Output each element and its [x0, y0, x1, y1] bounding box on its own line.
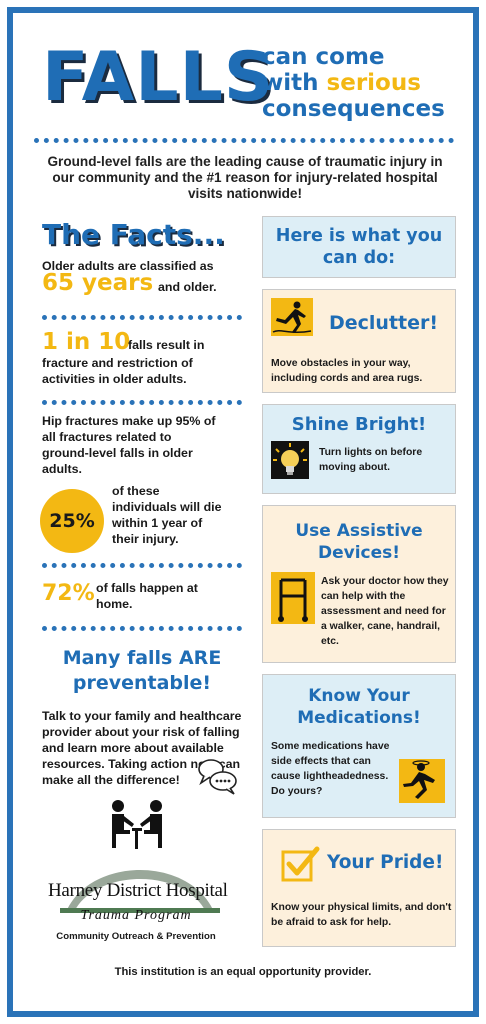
divider-fact4 — [42, 626, 242, 631]
panel-your-pride: Your Pride! Know your physical limits, a… — [262, 829, 456, 947]
panel-shine-bright: Shine Bright! Turn lights on before movi… — [262, 404, 456, 494]
pride-title: Your Pride! — [327, 852, 444, 873]
declutter-text: Move obstacles in your way, including co… — [271, 358, 423, 384]
panel-medications: Know Your Medications! Some medications … — [262, 674, 456, 818]
fact1-big: 65 years — [42, 270, 154, 296]
medications-text: Some medications have side effects that … — [271, 741, 390, 797]
dizzy-person-icon — [399, 759, 445, 803]
falls-title: FALLS — [42, 38, 274, 117]
light-bulb-icon — [271, 441, 309, 479]
tagline-with: with — [262, 70, 319, 96]
fact4-text: of falls happen at home. — [96, 581, 198, 611]
fact1-tail: and older. — [158, 280, 217, 294]
hospital-arch-logo — [60, 870, 220, 913]
panel-declutter: Declutter! Move obstacles in your way, i… — [262, 289, 456, 393]
trauma-program: Trauma Program — [80, 908, 192, 923]
pride-text: Know your physical limits, and don't be … — [271, 902, 452, 928]
facts-title: The Facts... — [42, 218, 225, 251]
shine-bright-text: Turn lights on before moving about. — [319, 447, 423, 473]
divider-header — [34, 138, 454, 143]
divider-fact1 — [42, 315, 242, 320]
preventable-text: Talk to your family and healthcare provi… — [42, 709, 242, 787]
divider-fact2 — [42, 400, 242, 405]
walker-icon — [271, 572, 315, 624]
intro-text: Ground-level falls are the leading cause… — [47, 154, 443, 201]
divider-fact3 — [42, 563, 242, 568]
tagline-line2: with serious — [262, 72, 421, 95]
conversation-icon — [198, 759, 237, 795]
medications-title: Know Your Medications! — [297, 686, 421, 728]
hospital-name: Harney District Hospital — [48, 880, 228, 901]
assistive-text: Ask your doctor how they can help with t… — [321, 576, 449, 647]
tagline-line1: can come — [262, 44, 385, 70]
fact3-circle: 25% — [40, 489, 104, 553]
fact3-text: Hip fractures make up 95% of all fractur… — [42, 414, 216, 476]
fact3-circle-text: of these individuals will die within 1 y… — [112, 484, 222, 546]
fact2-head: falls result in — [128, 338, 205, 352]
panel-assistive-devices: Use Assistive Devices! Ask your doctor h… — [262, 505, 456, 663]
fact2-big: 1 in 10 — [42, 329, 131, 355]
check-box-icon — [281, 846, 320, 882]
community-outreach: Community Outreach & Prevention — [56, 931, 216, 942]
tagline-serious: serious — [326, 70, 421, 96]
what-you-can-do-title: Here is what you can do: — [275, 226, 443, 268]
panel-what-you-can-do: Here is what you can do: — [262, 216, 456, 278]
fact2-tail: fracture and restriction of activities i… — [42, 356, 193, 386]
fact1-text: Older adults are classified as — [42, 259, 214, 273]
people-talking-icon — [112, 800, 162, 849]
shine-bright-title: Shine Bright! — [291, 414, 427, 435]
footer-text: This institution is an equal opportunity… — [114, 966, 372, 978]
declutter-title: Declutter! — [329, 312, 439, 334]
preventable-title: Many falls ARE preventable! — [62, 647, 222, 694]
fact4-big: 72% — [42, 581, 95, 606]
tagline-line3: consequences — [262, 96, 445, 122]
assistive-title: Use Assistive Devices! — [295, 521, 423, 563]
tripping-person-icon — [271, 298, 313, 336]
